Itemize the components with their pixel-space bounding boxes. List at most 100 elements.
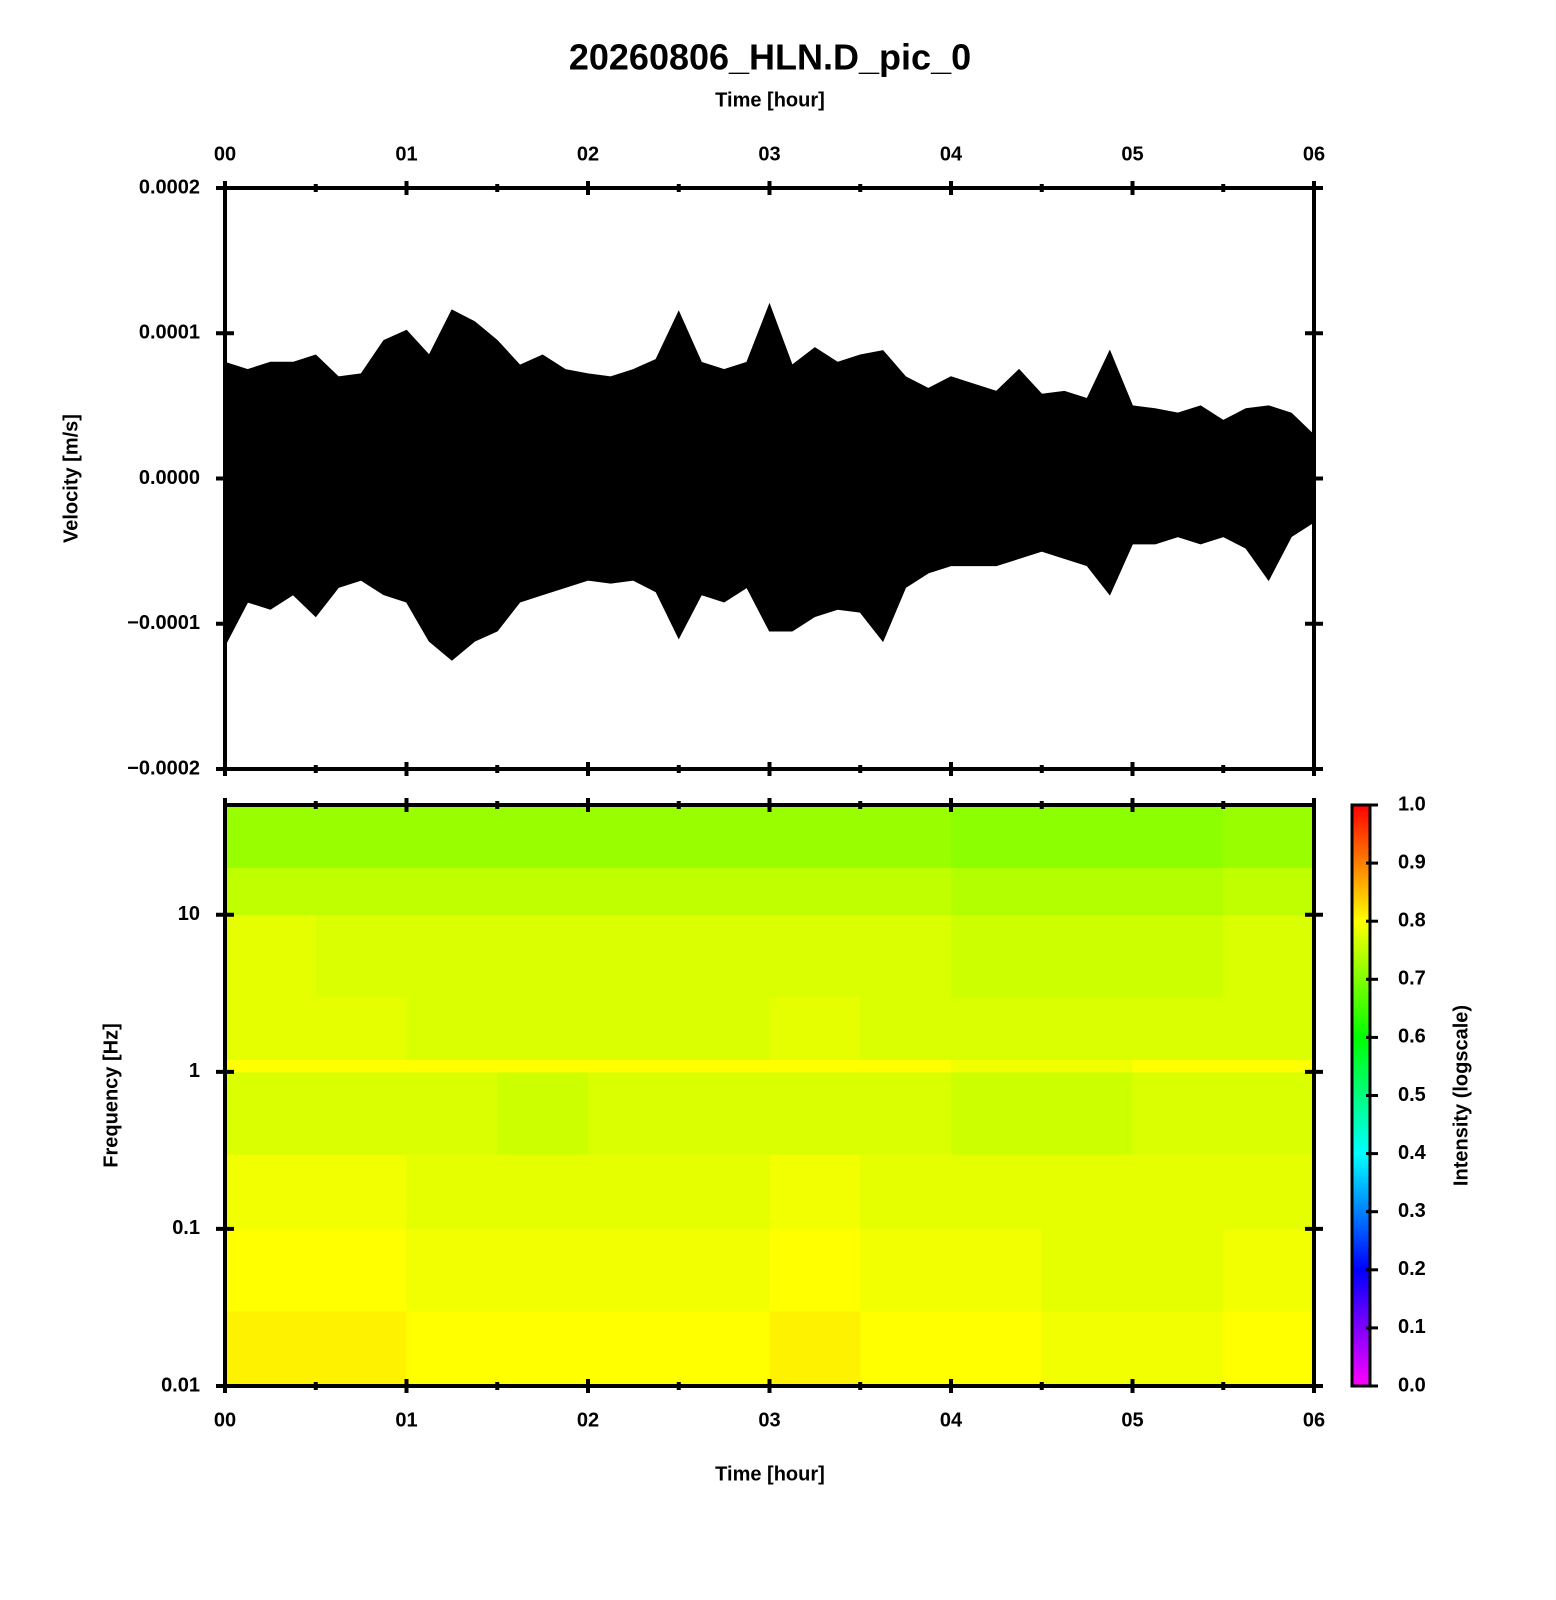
heatmap-cell [315, 914, 407, 998]
y-tick-label: −0.0002 [127, 757, 200, 779]
heatmap-cell [769, 805, 861, 869]
heatmap-cell [497, 1059, 589, 1073]
heatmap-cell [406, 914, 498, 998]
x-tick-label: 00 [214, 1409, 236, 1431]
x-tick-label: 06 [1303, 143, 1325, 165]
heatmap-cell [769, 996, 861, 1060]
chart-title: 20260806_HLN.D_pic_0 [569, 37, 971, 78]
heatmap-cell [860, 1071, 952, 1155]
colorbar-label: Intensity (logscale) [1450, 1005, 1472, 1186]
heatmap-cell [769, 1071, 861, 1155]
heatmap-cell [1132, 1071, 1224, 1155]
heatmap-cell [225, 1311, 317, 1387]
plot-frame [223, 803, 1316, 1388]
x-tick-label: 01 [395, 143, 417, 165]
colorbar-tick-label: 0.1 [1398, 1316, 1426, 1338]
x-tick-label: 05 [1121, 1409, 1143, 1431]
y-tick-label: 0.0001 [139, 322, 200, 344]
heatmap-cell [315, 805, 407, 869]
heatmap-cell [1223, 1311, 1315, 1387]
x-axis-label: Time [hour] [715, 1463, 825, 1485]
heatmap-cell [225, 1071, 317, 1155]
x-tick-label: 00 [214, 143, 236, 165]
y-tick-label: 0.01 [161, 1374, 200, 1396]
heatmap-cell [951, 1071, 1043, 1155]
heatmap-cell [315, 1071, 407, 1155]
heatmap-cell [769, 1153, 861, 1230]
heatmap-cell [951, 867, 1043, 916]
heatmap-cell [1041, 867, 1133, 916]
plot-frame [223, 186, 1316, 771]
heatmap-cell [588, 996, 680, 1060]
heatmap-cell [860, 1228, 952, 1312]
x-tick-label: 05 [1121, 143, 1143, 165]
colorbar-tick-label: 0.9 [1398, 851, 1426, 873]
colorbar-tick-label: 0.4 [1398, 1142, 1427, 1164]
heatmap-cell [1132, 1311, 1224, 1387]
y-tick-label: 0.0002 [139, 176, 200, 198]
heatmap-cell [1041, 914, 1133, 998]
heatmap-cell [1041, 1059, 1133, 1073]
heatmap-cell [225, 805, 317, 869]
heatmap-cell [678, 1228, 770, 1312]
heatmap-cell [1223, 805, 1315, 869]
colorbar-tick-label: 1.0 [1398, 793, 1426, 815]
colorbar-tick-label: 0.3 [1398, 1200, 1426, 1222]
heatmap-cell [678, 867, 770, 916]
heatmap-cell [1132, 914, 1224, 998]
heatmap-cell [497, 1311, 589, 1387]
heatmap-cell [1132, 996, 1224, 1060]
y-tick-label: 0.0000 [139, 467, 200, 489]
heatmap-cell [951, 1153, 1043, 1230]
heatmap-cell [406, 867, 498, 916]
heatmap-cell [497, 867, 589, 916]
heatmap-cell [1132, 805, 1224, 869]
heatmap-cell [769, 1228, 861, 1312]
heatmap-cell [1223, 1071, 1315, 1155]
heatmap-cell [588, 1228, 680, 1312]
heatmap-cell [315, 1153, 407, 1230]
heatmap-cell [588, 1153, 680, 1230]
colorbar-tick-label: 0.0 [1398, 1374, 1426, 1396]
heatmap-cell [1041, 996, 1133, 1060]
heatmap-cell [678, 1153, 770, 1230]
heatmap-cell [406, 996, 498, 1060]
heatmap-cell [1041, 1153, 1133, 1230]
heatmap-cell [678, 914, 770, 998]
heatmap-cell [951, 1059, 1043, 1073]
heatmap-cell [588, 1071, 680, 1155]
heatmap-cell [1132, 867, 1224, 916]
heatmap-cell [225, 1059, 317, 1073]
heatmap-cell [678, 1059, 770, 1073]
heatmap-cell [769, 867, 861, 916]
heatmap-cell [315, 1311, 407, 1387]
heatmap-cell [225, 914, 317, 998]
heatmap-cell [497, 914, 589, 998]
heatmap-cell [406, 805, 498, 869]
colorbar-tick-label: 0.5 [1398, 1084, 1426, 1106]
heatmap-cell [678, 805, 770, 869]
heatmap-cell [1041, 805, 1133, 869]
heatmap-cell [406, 1059, 498, 1073]
waveform [224, 302, 1315, 661]
heatmap-cell [678, 996, 770, 1060]
heatmap-cell [315, 996, 407, 1060]
heatmap-cell [588, 914, 680, 998]
x-tick-label: 03 [758, 143, 780, 165]
x-axis-label: Time [hour] [715, 89, 825, 111]
y-tick-label: 1 [189, 1060, 200, 1082]
heatmap-cell [678, 1311, 770, 1387]
heatmap-cell [1132, 1059, 1224, 1073]
x-tick-label: 06 [1303, 1409, 1325, 1431]
heatmap-cell [225, 1228, 317, 1312]
heatmap-cell [1223, 996, 1315, 1060]
heatmap-cell [951, 805, 1043, 869]
heatmap-cell [315, 867, 407, 916]
y-axis-label: Velocity [m/s] [60, 414, 82, 543]
heatmap-cell [225, 867, 317, 916]
x-tick-label: 04 [940, 1409, 963, 1431]
heatmap-cell [406, 1153, 498, 1230]
y-tick-label: 10 [178, 903, 200, 925]
